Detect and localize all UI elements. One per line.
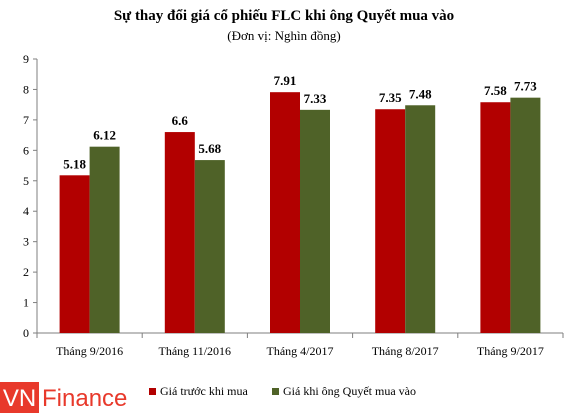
data-label-series-1: 6.6 [172, 113, 189, 128]
data-label-series-1: 7.58 [484, 83, 507, 98]
y-tick-label: 3 [23, 235, 29, 249]
bar-series-2 [405, 105, 436, 333]
legend-label-series-2: Giá khi ông Quyết mua vào [283, 384, 416, 398]
bar-series-1 [270, 92, 300, 333]
y-tick-label: 1 [23, 296, 29, 310]
bar-series-2 [510, 97, 541, 333]
y-tick-label: 4 [23, 204, 29, 218]
logo-finance-text: Finance [42, 385, 127, 412]
bar-series-1 [480, 102, 511, 333]
y-tick-label: 7 [23, 113, 29, 127]
bar-series-1 [164, 132, 195, 333]
y-tick-label: 2 [23, 265, 29, 279]
legend-label-series-1: Giá trước khi mua [160, 384, 249, 398]
plot-area: 0 1 2 3 4 5 6 7 8 9 5.18 6.12 Tháng 9/2016 6.6 5.68 Thá… [23, 52, 564, 358]
bar-series-2 [89, 146, 120, 333]
data-label-series-2: 5.68 [198, 141, 221, 156]
data-label-series-2: 7.48 [409, 86, 432, 101]
x-category-label: Tháng 8/2017 [372, 344, 439, 358]
bar-series-1 [59, 175, 90, 333]
y-tick-label: 5 [23, 174, 29, 188]
x-category-label: Tháng 4/2017 [267, 344, 334, 358]
logo-vn-box [0, 382, 39, 413]
y-tick-label: 6 [23, 143, 29, 157]
y-tick-label: 8 [23, 82, 29, 96]
y-tick-label: 9 [23, 52, 29, 66]
data-label-series-1: 7.91 [274, 73, 297, 88]
legend-swatch-series-2 [272, 388, 279, 395]
legend-swatch-series-1 [149, 388, 156, 395]
bar-series-2 [194, 160, 225, 333]
x-category-label: Tháng 11/2016 [159, 344, 232, 358]
data-label-series-2: 7.73 [514, 79, 537, 94]
data-label-series-1: 7.35 [379, 90, 402, 105]
y-tick-label: 0 [23, 326, 29, 340]
x-category-label: Tháng 9/2016 [56, 344, 123, 358]
vnfinance-logo: VN Finance [0, 382, 127, 413]
data-label-series-2: 7.33 [304, 91, 327, 106]
logo-vn-text: VN [3, 385, 36, 412]
x-category-label: Tháng 9/2017 [477, 344, 544, 358]
chart-subtitle: (Đơn vị: Nghìn đồng) [227, 28, 340, 43]
bar-series-1 [375, 109, 406, 333]
bar-series-2 [300, 109, 330, 333]
chart-title: Sự thay đổi giá cổ phiếu FLC khi ông Quy… [114, 8, 454, 24]
legend: Giá trước khi mua Giá khi ông Quyết mua … [149, 384, 416, 398]
data-label-series-1: 5.18 [63, 156, 86, 171]
data-label-series-2: 6.12 [93, 128, 116, 143]
